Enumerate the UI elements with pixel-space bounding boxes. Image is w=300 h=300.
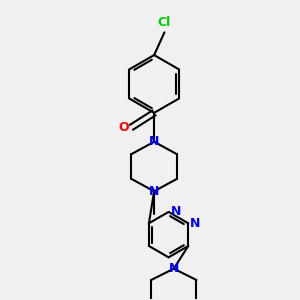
Text: Cl: Cl bbox=[158, 16, 171, 29]
Text: N: N bbox=[149, 135, 159, 148]
Text: N: N bbox=[171, 205, 181, 218]
Text: N: N bbox=[149, 185, 159, 198]
Text: N: N bbox=[190, 217, 201, 230]
Text: O: O bbox=[118, 121, 128, 134]
Text: N: N bbox=[169, 262, 179, 275]
